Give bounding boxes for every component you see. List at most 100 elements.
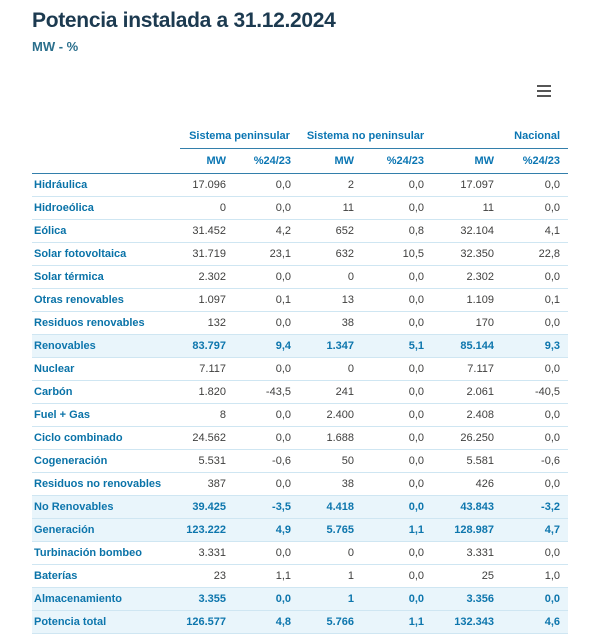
value-cell-pct-nacional: 0,0 xyxy=(502,426,569,450)
table-row: Otras renovables 1.097 0,1 13 0,0 1.109 0,1 xyxy=(32,288,569,312)
value-cell-mw-peninsular: 23 xyxy=(180,564,234,588)
hamburger-menu-icon xyxy=(537,89,551,92)
value-cell-mw-no-peninsular: 2 xyxy=(299,173,362,197)
table-row: Cogeneración 5.531 -0,6 50 0,0 5.581 -0,6 xyxy=(32,449,569,473)
value-cell-pct-peninsular: 0,1 xyxy=(234,288,299,312)
value-cell-mw-peninsular: 3.355 xyxy=(180,587,234,611)
table-row: Turbinación bombeo 3.331 0,0 0 0,0 3.331 0,0 xyxy=(32,541,569,565)
value-cell-mw-peninsular: 1.097 xyxy=(180,288,234,312)
value-cell-mw-no-peninsular: 652 xyxy=(299,219,362,243)
value-cell-pct-nacional: 0,0 xyxy=(502,403,569,427)
value-cell-pct-no-peninsular: 1,1 xyxy=(362,518,432,542)
value-cell-mw-no-peninsular: 5.766 xyxy=(299,610,362,634)
value-cell-pct-no-peninsular: 0,0 xyxy=(362,380,432,404)
value-cell-pct-no-peninsular: 0,0 xyxy=(362,265,432,289)
row-label: Renovables xyxy=(32,334,180,358)
value-cell-pct-no-peninsular: 5,1 xyxy=(362,334,432,358)
value-cell-pct-nacional: 0,0 xyxy=(502,587,569,611)
value-cell-pct-peninsular: 0,0 xyxy=(234,357,299,381)
value-cell-pct-nacional: 0,0 xyxy=(502,357,569,381)
value-cell-mw-no-peninsular: 11 xyxy=(299,196,362,220)
value-cell-pct-peninsular: 0,0 xyxy=(234,541,299,565)
value-cell-mw-nacional: 17.097 xyxy=(432,173,502,197)
value-cell-pct-nacional: 4,1 xyxy=(502,219,569,243)
value-cell-mw-no-peninsular: 241 xyxy=(299,380,362,404)
value-cell-pct-peninsular: 23,1 xyxy=(234,242,299,266)
value-cell-mw-no-peninsular: 1.347 xyxy=(299,334,362,358)
value-cell-pct-nacional: 0,0 xyxy=(502,472,569,496)
value-cell-mw-peninsular: 17.096 xyxy=(180,173,234,197)
value-cell-pct-peninsular: 1,1 xyxy=(234,564,299,588)
value-cell-pct-nacional: 4,6 xyxy=(502,610,569,634)
row-label: Cogeneración xyxy=(32,449,180,473)
hamburger-menu-icon xyxy=(537,84,551,87)
column-header-row: MW %24/23 MW %24/23 MW %24/23 xyxy=(32,148,569,174)
table-row: Renovables 83.797 9,4 1.347 5,1 85.144 9,3 xyxy=(32,334,569,358)
value-cell-mw-nacional: 85.144 xyxy=(432,334,502,358)
value-cell-mw-peninsular: 0 xyxy=(180,196,234,220)
chart-context-menu-button[interactable] xyxy=(534,82,554,99)
value-cell-mw-peninsular: 8 xyxy=(180,403,234,427)
table-row: Potencia total 126.577 4,8 5.766 1,1 132.343 4… xyxy=(32,610,569,634)
table-row: Baterías 23 1,1 1 0,0 25 1,0 xyxy=(32,564,569,588)
group-header-nacional: Nacional xyxy=(432,130,569,149)
value-cell-mw-peninsular: 7.117 xyxy=(180,357,234,381)
row-label: Solar fotovoltaica xyxy=(32,242,180,266)
value-cell-mw-peninsular: 132 xyxy=(180,311,234,335)
table-row: Nuclear 7.117 0,0 0 0,0 7.117 0,0 xyxy=(32,357,569,381)
value-cell-pct-no-peninsular: 0,8 xyxy=(362,219,432,243)
value-cell-mw-nacional: 132.343 xyxy=(432,610,502,634)
row-label: Carbón xyxy=(32,380,180,404)
value-cell-mw-no-peninsular: 13 xyxy=(299,288,362,312)
value-cell-pct-peninsular: 0,0 xyxy=(234,403,299,427)
value-cell-pct-no-peninsular: 0,0 xyxy=(362,173,432,197)
value-cell-pct-peninsular: 4,2 xyxy=(234,219,299,243)
value-cell-pct-peninsular: 9,4 xyxy=(234,334,299,358)
value-cell-pct-no-peninsular: 0,0 xyxy=(362,587,432,611)
table-row: No Renovables 39.425 -3,5 4.418 0,0 43.843 -3,… xyxy=(32,495,569,519)
value-cell-mw-peninsular: 126.577 xyxy=(180,610,234,634)
row-label: Ciclo combinado xyxy=(32,426,180,450)
row-label: Generación xyxy=(32,518,180,542)
value-cell-pct-no-peninsular: 0,0 xyxy=(362,564,432,588)
value-cell-pct-peninsular: -43,5 xyxy=(234,380,299,404)
value-cell-pct-peninsular: 4,8 xyxy=(234,610,299,634)
page-title: Potencia instalada a 31.12.2024 xyxy=(32,9,336,32)
table-row: Carbón 1.820 -43,5 241 0,0 2.061 -40,5 xyxy=(32,380,569,404)
value-cell-pct-nacional: 0,0 xyxy=(502,311,569,335)
row-label: Residuos renovables xyxy=(32,311,180,335)
value-cell-mw-peninsular: 83.797 xyxy=(180,334,234,358)
value-cell-pct-no-peninsular: 0,0 xyxy=(362,472,432,496)
value-cell-mw-no-peninsular: 38 xyxy=(299,311,362,335)
value-cell-pct-nacional: 1,0 xyxy=(502,564,569,588)
table-row: Solar térmica 2.302 0,0 0 0,0 2.302 0,0 xyxy=(32,265,569,289)
table-row: Residuos renovables 132 0,0 38 0,0 170 0,0 xyxy=(32,311,569,335)
value-cell-mw-peninsular: 1.820 xyxy=(180,380,234,404)
value-cell-pct-no-peninsular: 0,0 xyxy=(362,541,432,565)
value-cell-mw-no-peninsular: 1 xyxy=(299,564,362,588)
value-cell-pct-no-peninsular: 0,0 xyxy=(362,426,432,450)
value-cell-pct-peninsular: -0,6 xyxy=(234,449,299,473)
corner-cell xyxy=(32,130,180,149)
hamburger-menu-icon xyxy=(537,94,551,97)
value-cell-mw-nacional: 32.104 xyxy=(432,219,502,243)
value-cell-mw-nacional: 3.331 xyxy=(432,541,502,565)
col-header-pct-no-peninsular: %24/23 xyxy=(362,148,432,174)
group-header-sistema-no-peninsular: Sistema no peninsular xyxy=(299,130,432,149)
value-cell-mw-peninsular: 3.331 xyxy=(180,541,234,565)
table-row: Almacenamiento 3.355 0,0 1 0,0 3.356 0,0 xyxy=(32,587,569,611)
value-cell-mw-no-peninsular: 0 xyxy=(299,357,362,381)
value-cell-mw-nacional: 2.302 xyxy=(432,265,502,289)
row-label: Eólica xyxy=(32,219,180,243)
value-cell-pct-peninsular: 0,0 xyxy=(234,196,299,220)
table-row: Ciclo combinado 24.562 0,0 1.688 0,0 26.250 0,… xyxy=(32,426,569,450)
row-label: Potencia total xyxy=(32,610,180,634)
page-subtitle: MW - % xyxy=(32,39,79,54)
value-cell-mw-no-peninsular: 1.688 xyxy=(299,426,362,450)
value-cell-pct-nacional: 0,0 xyxy=(502,196,569,220)
value-cell-pct-no-peninsular: 0,0 xyxy=(362,357,432,381)
table-row: Hidroeólica 0 0,0 11 0,0 11 0,0 xyxy=(32,196,569,220)
value-cell-pct-no-peninsular: 0,0 xyxy=(362,196,432,220)
table-row: Generación 123.222 4,9 5.765 1,1 128.987 4,7 xyxy=(32,518,569,542)
row-label: Nuclear xyxy=(32,357,180,381)
